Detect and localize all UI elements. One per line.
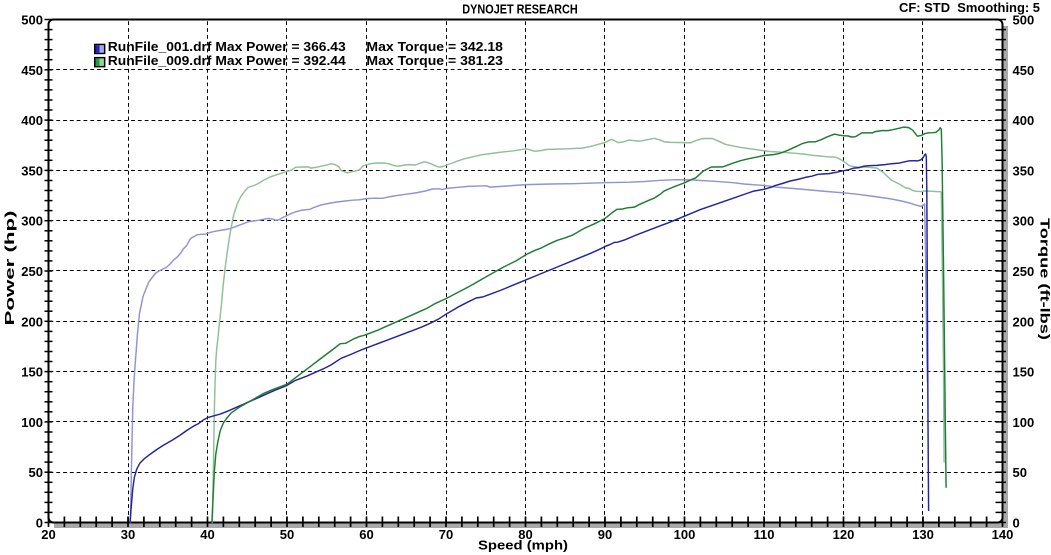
svg-text:200: 200 bbox=[21, 314, 43, 329]
svg-text:400: 400 bbox=[21, 113, 43, 128]
svg-text:90: 90 bbox=[598, 527, 612, 542]
svg-text:DYNOJET RESEARCH: DYNOJET RESEARCH bbox=[462, 2, 578, 17]
svg-text:0: 0 bbox=[36, 516, 43, 531]
svg-text:110: 110 bbox=[754, 527, 775, 542]
svg-text:300: 300 bbox=[21, 214, 43, 229]
svg-text:500: 500 bbox=[1013, 13, 1035, 28]
svg-text:30: 30 bbox=[121, 527, 135, 542]
svg-text:RunFile_009.drf Max Power = 39: RunFile_009.drf Max Power = 392.44 bbox=[108, 53, 347, 68]
svg-text:50: 50 bbox=[29, 465, 43, 480]
svg-text:450: 450 bbox=[1013, 63, 1035, 78]
svg-text:130: 130 bbox=[912, 527, 934, 542]
svg-text:80: 80 bbox=[518, 527, 532, 542]
svg-text:Power (hp): Power (hp) bbox=[2, 211, 17, 326]
svg-text:RunFile_001.drf Max Power = 36: RunFile_001.drf Max Power = 366.43 bbox=[108, 39, 346, 54]
svg-text:0: 0 bbox=[1013, 516, 1020, 531]
svg-text:250: 250 bbox=[1013, 264, 1035, 279]
svg-text:120: 120 bbox=[833, 527, 855, 542]
svg-text:450: 450 bbox=[21, 63, 43, 78]
svg-text:Max Torque = 381.23: Max Torque = 381.23 bbox=[366, 53, 503, 68]
svg-text:300: 300 bbox=[1013, 214, 1035, 229]
svg-text:70: 70 bbox=[439, 527, 453, 542]
svg-text:40: 40 bbox=[200, 527, 214, 542]
svg-text:150: 150 bbox=[1013, 365, 1035, 380]
svg-text:Max Torque = 342.18: Max Torque = 342.18 bbox=[366, 39, 503, 54]
svg-text:350: 350 bbox=[21, 163, 43, 178]
svg-text:Speed (mph): Speed (mph) bbox=[478, 538, 568, 553]
svg-text:100: 100 bbox=[21, 415, 43, 430]
svg-text:500: 500 bbox=[21, 13, 43, 28]
svg-text:Torque (ft-lbs): Torque (ft-lbs) bbox=[1038, 218, 1051, 340]
svg-text:140: 140 bbox=[992, 527, 1014, 542]
svg-text:50: 50 bbox=[280, 527, 294, 542]
svg-text:350: 350 bbox=[1013, 163, 1035, 178]
svg-text:150: 150 bbox=[21, 365, 43, 380]
svg-text:250: 250 bbox=[21, 264, 43, 279]
svg-text:20: 20 bbox=[41, 527, 55, 542]
svg-text:100: 100 bbox=[1013, 415, 1035, 430]
svg-text:400: 400 bbox=[1013, 113, 1035, 128]
svg-text:200: 200 bbox=[1013, 314, 1035, 329]
svg-text:CF: STD Smoothing: 5: CF: STD Smoothing: 5 bbox=[899, 0, 1040, 15]
svg-text:100: 100 bbox=[674, 527, 696, 542]
svg-text:50: 50 bbox=[1013, 465, 1027, 480]
svg-text:60: 60 bbox=[359, 527, 373, 542]
